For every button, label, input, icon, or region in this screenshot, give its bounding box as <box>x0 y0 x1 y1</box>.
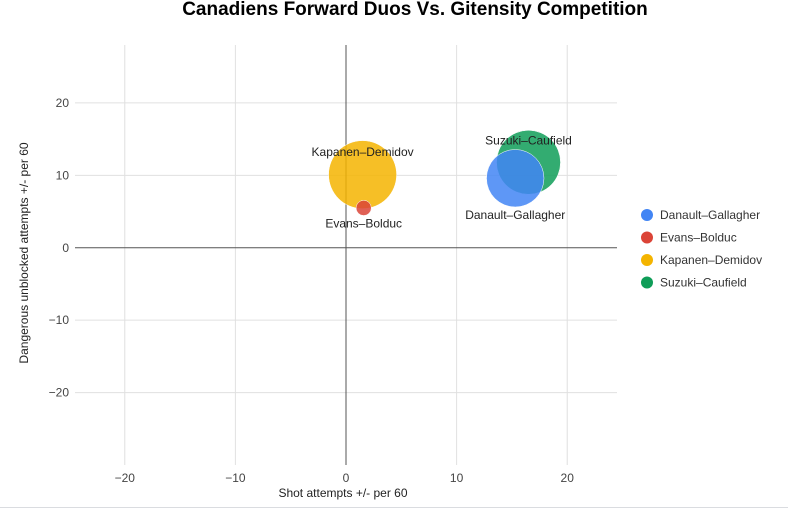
bubble-labels: Danault–Gallagher Evans–Bolduc Kapanen–Dem… <box>312 134 572 231</box>
tick-labels: −20 −10 0 10 20 −20 −10 0 10 20 <box>49 96 575 485</box>
y-tick-label: 20 <box>56 96 70 110</box>
legend-label-evans-bolduc: Evans–Bolduc <box>660 231 737 245</box>
legend-label-kapanen-demidov: Kapanen–Demidov <box>660 253 762 267</box>
x-tick-label: −20 <box>115 471 136 485</box>
legend-marker-danault-gallagher <box>641 209 653 221</box>
y-axis-title: Dangerous unblocked attempts +/- per 60 <box>17 142 31 363</box>
legend: Danault–Gallagher Evans–Bolduc Kapanen–Dem… <box>641 208 762 290</box>
bubble-label-kapanen-demidov: Kapanen–Demidov <box>312 145 414 159</box>
y-tick-label: −20 <box>49 386 70 400</box>
zero-axes <box>75 45 617 465</box>
bubble-label-danault-gallagher: Danault–Gallagher <box>465 208 565 222</box>
x-tick-label: 20 <box>561 471 575 485</box>
y-tick-label: −10 <box>49 313 70 327</box>
x-tick-label: 0 <box>343 471 350 485</box>
x-axis-title: Shot attempts +/- per 60 <box>278 486 407 500</box>
y-tick-label: 0 <box>62 241 69 255</box>
bubbles <box>328 130 561 216</box>
y-tick-label: 10 <box>56 168 70 182</box>
legend-label-suzuki-caufield: Suzuki–Caufield <box>660 276 747 290</box>
legend-label-danault-gallagher: Danault–Gallagher <box>660 208 760 222</box>
x-tick-label: −10 <box>225 471 246 485</box>
bubble-danault-gallagher <box>486 149 545 208</box>
bubble-label-evans-bolduc: Evans–Bolduc <box>325 217 402 231</box>
bubble-evans-bolduc <box>355 200 372 216</box>
bottom-divider <box>0 507 788 508</box>
legend-marker-kapanen-demidov <box>641 254 653 266</box>
chart-title: Canadiens Forward Duos Vs. Gitensity Com… <box>182 0 648 20</box>
legend-marker-suzuki-caufield <box>641 276 653 289</box>
x-tick-label: 10 <box>450 471 464 485</box>
bubble-label-suzuki-caufield: Suzuki–Caufield <box>485 134 572 148</box>
legend-marker-evans-bolduc <box>641 231 653 244</box>
